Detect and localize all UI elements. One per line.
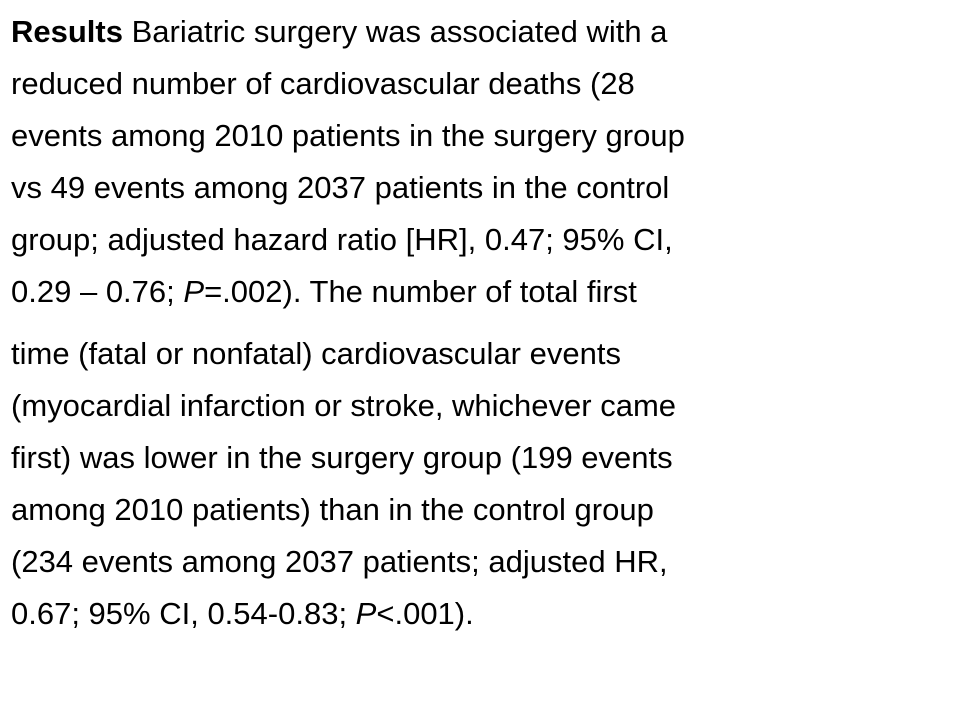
text-line-10: among 2010 patients) than in the control…: [11, 484, 951, 536]
text-run: time (fatal or nonfatal) cardiovascular …: [11, 336, 621, 371]
text-run: Bariatric surgery was associated with a: [122, 14, 668, 49]
text-run: (myocardial infarction or stroke, whiche…: [11, 388, 677, 423]
text-line-7: time (fatal or nonfatal) cardiovascular …: [11, 328, 951, 380]
text-run: 0.29: [11, 274, 80, 309]
text-run: group; adjusted hazard ratio [HR], 0.47;…: [11, 222, 673, 257]
text-run: among 2010 patients) than in the control…: [11, 492, 654, 527]
p-value-symbol: P: [183, 274, 205, 309]
text-line-11: (234 events among 2037 patients; adjuste…: [11, 536, 951, 588]
text-run: reduced number of cardiovascular deaths …: [11, 66, 635, 101]
en-dash: –: [79, 274, 98, 309]
text-line-3: events among 2010 patients in the surger…: [11, 110, 951, 162]
text-line-8: (myocardial infarction or stroke, whiche…: [11, 380, 951, 432]
text-line-9: first) was lower in the surgery group (1…: [11, 432, 951, 484]
text-line-1: Results Bariatric surgery was associated…: [11, 6, 951, 58]
text-run: events among 2010 patients in the surger…: [11, 118, 685, 153]
text-line-6: 0.29 – 0.76; P=.002). The number of tota…: [11, 266, 951, 328]
text-line-2: reduced number of cardiovascular deaths …: [11, 58, 951, 110]
text-line-5: group; adjusted hazard ratio [HR], 0.47;…: [11, 214, 951, 266]
results-paragraph: Results Bariatric surgery was associated…: [11, 6, 951, 640]
text-line-4: vs 49 events among 2037 patients in the …: [11, 162, 951, 214]
results-label: Results: [11, 14, 123, 49]
text-run: =.002). The number of total first: [204, 274, 637, 309]
text-run: first) was lower in the surgery group (1…: [11, 440, 673, 475]
p-value-symbol: P: [355, 596, 377, 631]
text-run: (234 events among 2037 patients; adjuste…: [11, 544, 668, 579]
text-line-12: 0.67; 95% CI, 0.54-0.83; P<.001).: [11, 588, 951, 640]
text-run: <.001).: [376, 596, 474, 631]
text-run: 0.67; 95% CI, 0.54-0.83;: [11, 596, 356, 631]
text-run: vs 49 events among 2037 patients in the …: [11, 170, 670, 205]
text-run: 0.76;: [97, 274, 184, 309]
